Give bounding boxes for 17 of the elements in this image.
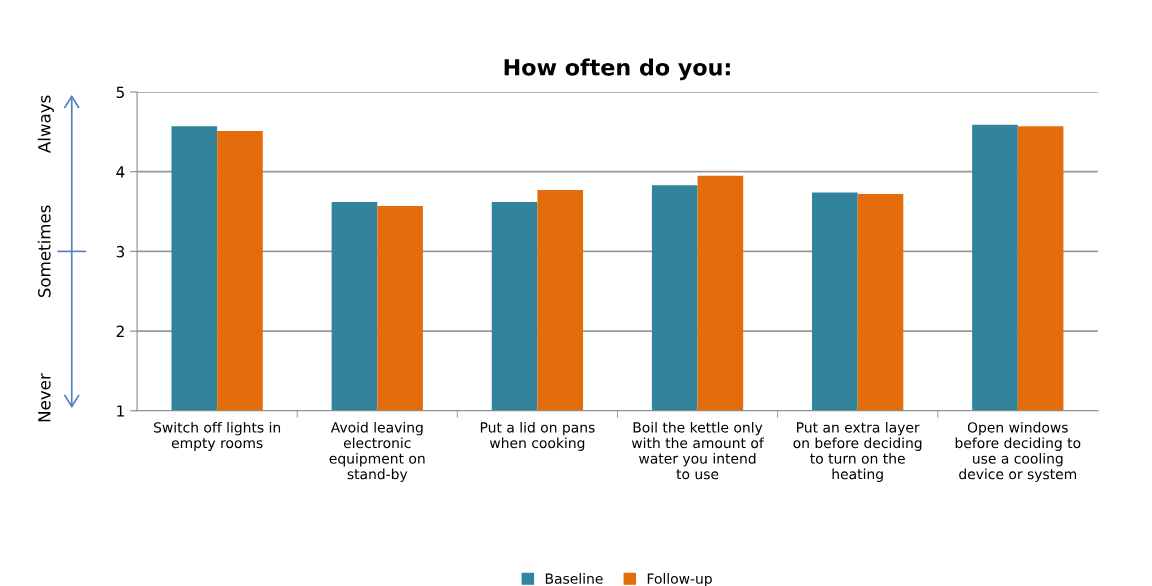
y-tick-label: 1 [117, 405, 124, 417]
text: Always [37, 95, 54, 153]
text: Never [38, 373, 51, 422]
y-tick-label: 2 [116, 325, 124, 337]
x-tick-label: Switch off lights in empty rooms [154, 421, 281, 451]
x-tick-label: Open windows before deciding to use a cooling device or system [955, 421, 1081, 482]
y-tick-label: 5 [116, 86, 124, 99]
legend-label: Follow-up [647, 573, 712, 586]
legend-label: Baseline [545, 573, 603, 584]
x-tick-label: Avoid leaving electronic equipment on stand-by [329, 421, 425, 482]
x-tick-label: Put an extra layer on before deciding to turn on the heating [793, 421, 922, 482]
x-tick-label: Put a lid on pans when cooking [480, 421, 595, 451]
y-tick-label: 4 [116, 166, 125, 178]
text: Sometimes [37, 205, 51, 298]
y-tick-label: 3 [116, 245, 125, 258]
x-tick-label: Boil the kettle only with the amount of water you intend to use [631, 421, 765, 480]
chart-title: How often do you: [504, 58, 730, 81]
